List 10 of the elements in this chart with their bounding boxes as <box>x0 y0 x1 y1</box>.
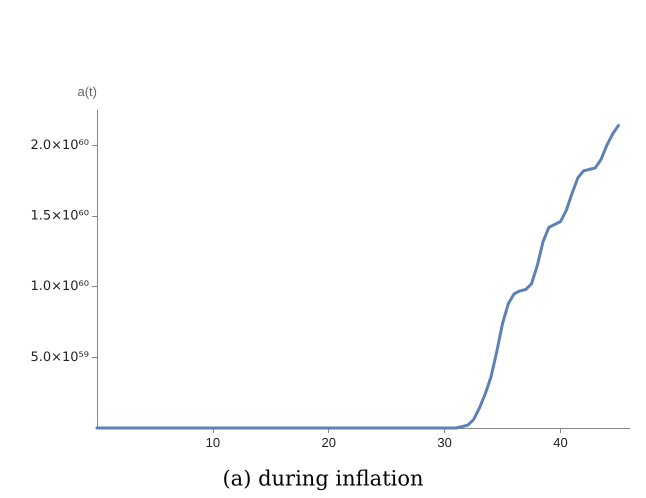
x-tick-label: 10 <box>206 435 220 450</box>
y-tick-label: 5.0×10⁵⁹ <box>30 350 89 365</box>
y-tick-label: 2.0×10⁶⁰ <box>30 138 89 153</box>
x-tick-label: 20 <box>322 435 336 450</box>
y-tick-label: 1.0×10⁶⁰ <box>30 279 89 294</box>
y-tick-label: 1.5×10⁶⁰ <box>30 208 89 224</box>
y-axis-title: a(t) <box>78 84 97 99</box>
x-tick-label: 40 <box>553 435 568 450</box>
text: (a) during inflation <box>222 466 424 490</box>
x-tick-label: 30 <box>437 435 452 450</box>
